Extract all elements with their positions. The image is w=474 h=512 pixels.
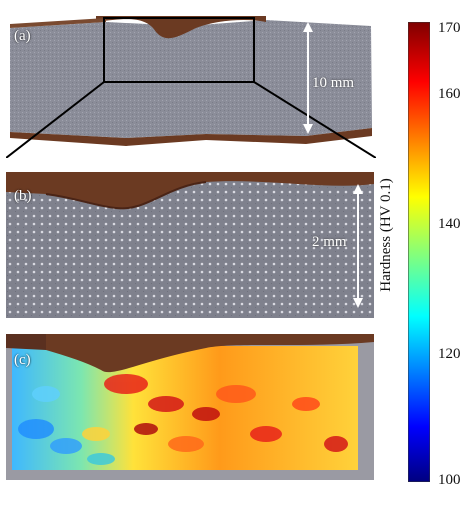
panel-c-label: (c) xyxy=(14,352,31,368)
panel-c-image xyxy=(6,334,374,480)
panel-b-image xyxy=(6,172,374,318)
panel-a: (a) 10 mm xyxy=(6,8,376,158)
colorbar-gradient xyxy=(408,22,430,482)
panel-b-scale-label: 2 mm xyxy=(312,234,347,250)
colorbar-tick-120: 120 xyxy=(438,346,461,362)
panel-a-scale-label: 10 mm xyxy=(312,75,355,91)
colorbar-tick-170: 170 xyxy=(438,20,461,36)
colorbar xyxy=(408,22,430,482)
panel-b-label: (b) xyxy=(14,188,32,204)
colorbar-tick-140: 140 xyxy=(438,216,461,232)
colorbar-tick-100: 100 xyxy=(438,472,461,488)
panel-a-label: (a) xyxy=(14,28,31,44)
panel-b: (b) 2 mm xyxy=(6,172,374,318)
colorbar-tick-160: 160 xyxy=(438,86,461,102)
colorbar-title: Hardness (HV 0.1) xyxy=(378,178,394,292)
panel-a-image xyxy=(6,16,376,158)
panel-c: (c) xyxy=(6,334,374,480)
